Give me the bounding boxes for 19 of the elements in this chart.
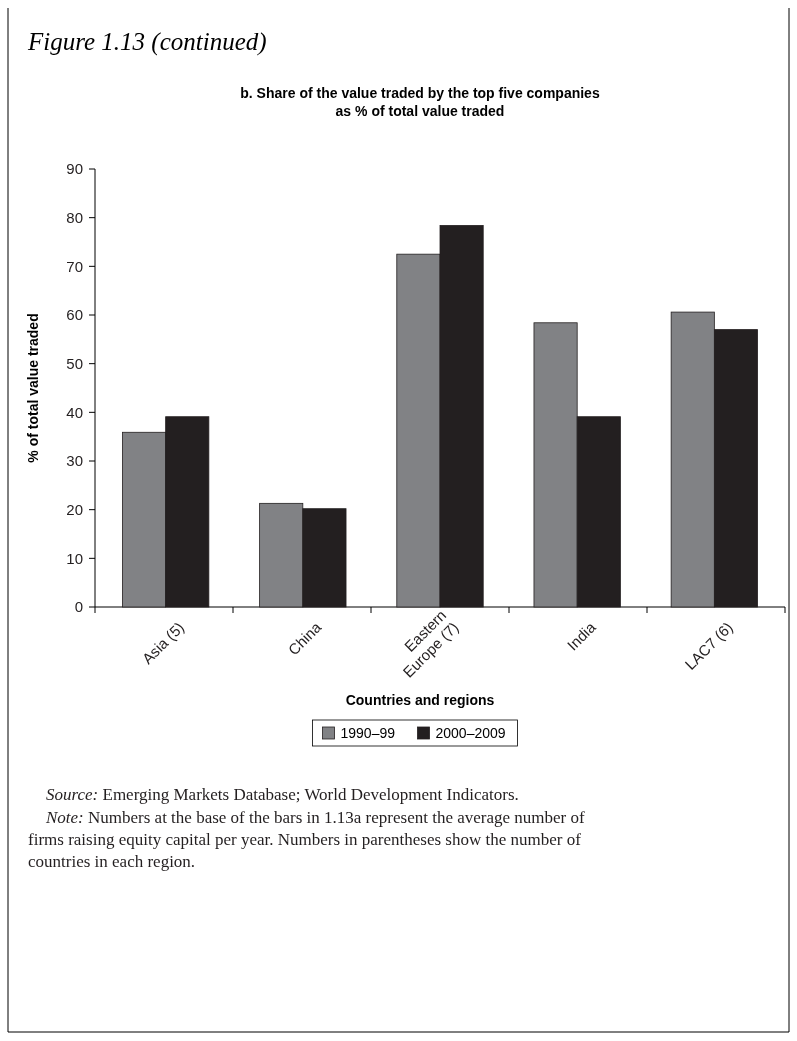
y-tick-label: 10 — [66, 549, 83, 567]
y-tick-label: 30 — [66, 452, 83, 470]
y-tick-label: 80 — [66, 208, 83, 226]
y-tick-label: 20 — [66, 500, 83, 518]
y-tick-label: 40 — [66, 403, 83, 421]
y-tick-label: 50 — [66, 354, 83, 372]
x-axis-title: Countries and regions — [345, 692, 495, 708]
text: Note: Numbers at the base of the bars in 1.13a represent the average number of firms raising equity capital per year. Numbers in parentheses show the number of countries in each region. — [28, 808, 585, 871]
y-tick-label: 0 — [74, 598, 83, 616]
legend-label: 2000–2009 — [435, 724, 506, 741]
source-note: Source: Emerging Markets Database; World Development Indicators. — [46, 785, 519, 804]
y-tick-label: 60 — [66, 306, 83, 324]
y-tick-label: 70 — [66, 257, 83, 275]
legend-label: 1990–99 — [340, 724, 396, 741]
x-tick-label: Asia (5) — [138, 618, 188, 668]
y-tick-label: 90 — [66, 160, 83, 178]
chart-title: Figure 1.13 (continued) — [27, 28, 267, 56]
y-axis-title: % of total value traded — [25, 313, 41, 463]
chart-subtitle: b. Share of the value traded by the top five companies as % of total value traded — [240, 85, 600, 119]
